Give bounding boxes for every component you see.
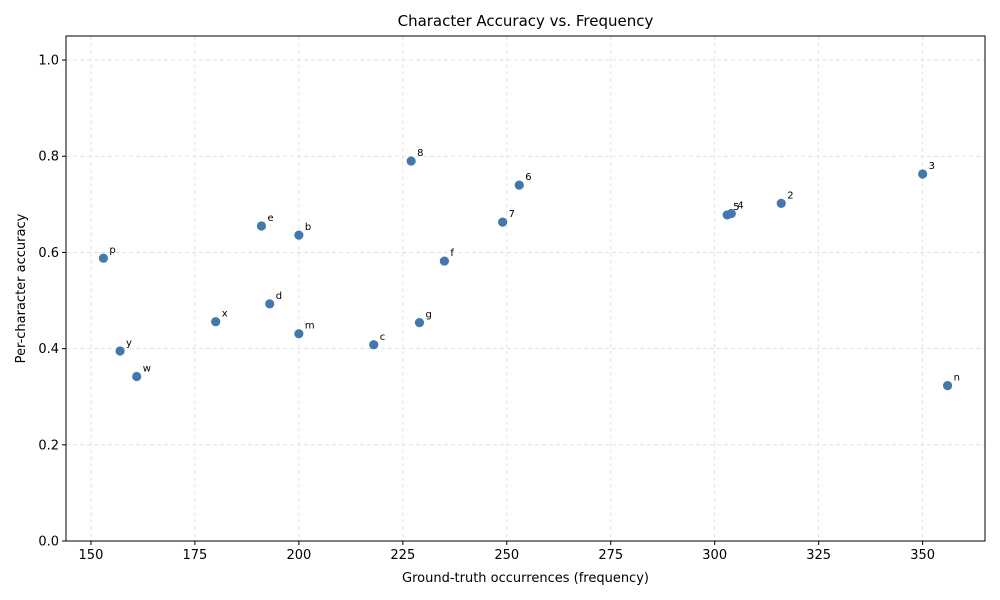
point-label: d — [276, 291, 282, 302]
y-tick-label: 0.4 — [38, 342, 59, 357]
x-tick-label: 150 — [79, 548, 104, 563]
x-tick-label: 350 — [910, 548, 935, 563]
point-label: 2 — [787, 190, 793, 201]
data-point — [211, 317, 221, 327]
x-axis-label: Ground-truth occurrences (frequency) — [402, 571, 649, 586]
data-point — [414, 318, 425, 328]
x-tick-label: 325 — [806, 548, 831, 563]
data-point — [265, 299, 275, 309]
point-label: m — [305, 321, 315, 332]
data-point — [98, 253, 109, 263]
x-tick-label: 175 — [182, 548, 207, 563]
x-tick-label: 200 — [286, 548, 311, 563]
point-label: f — [450, 248, 454, 259]
data-point — [918, 169, 928, 179]
y-tick-label: 0.2 — [38, 438, 59, 453]
data-point — [294, 230, 304, 240]
data-point — [406, 156, 416, 166]
data-point — [942, 381, 953, 391]
data-point — [256, 221, 267, 231]
point-label: 4 — [737, 200, 743, 211]
y-axis-label: Per-character accuracy — [14, 213, 29, 363]
data-point — [726, 208, 736, 219]
data-point — [132, 371, 142, 382]
x-tick-label: 250 — [494, 548, 519, 563]
chart-title: Character Accuracy vs. Frequency — [398, 12, 654, 30]
point-label: n — [954, 373, 960, 384]
data-point — [439, 256, 450, 266]
axis-ticks: 150 175 200 225 250 275 300 325 3500.00.20.40.60… — [38, 54, 935, 563]
point-label: y — [126, 338, 132, 349]
point-label: 3 — [929, 161, 935, 172]
point-label: g — [425, 310, 431, 321]
point-label: x — [222, 309, 228, 320]
data-point — [369, 340, 379, 350]
y-tick-label: 0.8 — [38, 150, 59, 165]
data-point — [115, 346, 125, 356]
point-label: 5 — [733, 202, 739, 213]
x-tick-label: 300 — [702, 548, 727, 563]
y-tick-label: 0.0 — [38, 535, 59, 550]
plot-frame — [65, 35, 986, 542]
point-label: w — [143, 364, 151, 375]
data-point — [776, 198, 786, 208]
point-label: 8 — [417, 148, 423, 159]
data-point — [514, 180, 524, 190]
point-label: e — [267, 213, 273, 224]
x-tick-label: 225 — [390, 548, 415, 563]
point-label: 7 — [509, 209, 515, 220]
y-tick-label: 1.0 — [38, 54, 59, 69]
point-label: b — [305, 222, 311, 233]
data-point — [294, 329, 304, 339]
data-point — [498, 217, 508, 227]
data-points — [98, 156, 953, 391]
x-tick-label: 275 — [598, 548, 623, 563]
point-labels: p y w x e d b m c 8 g f 7 6 54 2 3 n — [109, 148, 959, 384]
y-tick-label: 0.6 — [38, 246, 59, 261]
point-label: p — [109, 245, 115, 256]
point-label: 6 — [525, 172, 531, 183]
point-label: c — [380, 332, 386, 343]
